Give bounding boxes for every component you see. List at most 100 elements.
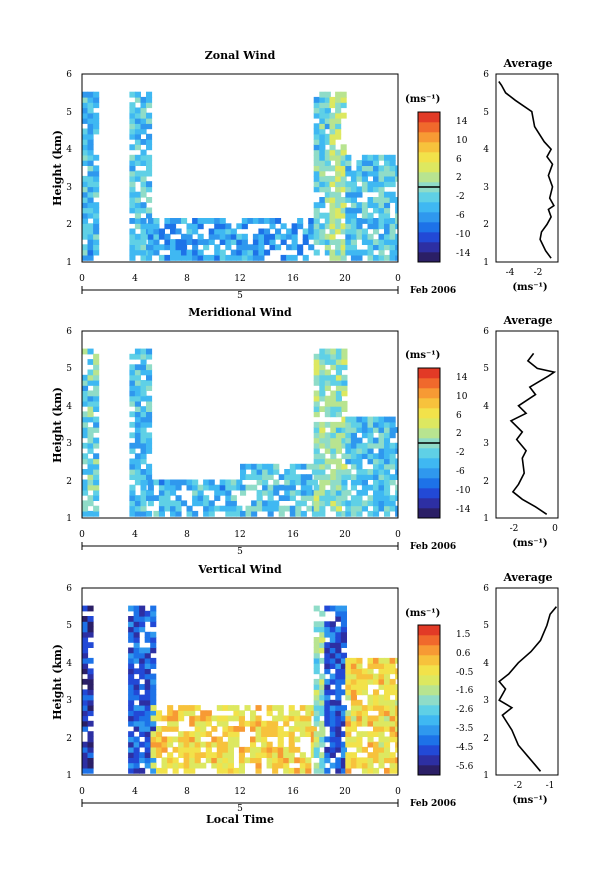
heatmap-cell	[216, 715, 223, 722]
heatmap-cell	[305, 710, 312, 717]
heatmap-cell	[335, 186, 342, 193]
heatmap-cell	[389, 191, 396, 198]
heatmap-cell	[329, 752, 336, 758]
heatmap-cell	[288, 715, 295, 722]
heatmap-cell	[82, 385, 89, 391]
heatmap-cell	[272, 715, 279, 722]
heatmap-cell	[319, 762, 326, 769]
heatmap-cell	[356, 228, 363, 235]
heatmap-frame	[81, 330, 399, 519]
heatmap-cell	[319, 181, 326, 188]
heatmap-cell	[319, 123, 326, 130]
heatmap-cell	[140, 500, 147, 507]
heatmap-cell	[299, 757, 306, 764]
heatmap-cell	[129, 484, 136, 491]
heatmap-cell	[306, 463, 313, 470]
heatmap-cell	[324, 223, 331, 230]
heatmap-cell	[367, 500, 374, 507]
heatmap-cell	[329, 154, 336, 161]
heatmap-cell	[373, 752, 380, 758]
heatmap-cell	[192, 218, 199, 224]
heatmap-cell	[146, 432, 153, 439]
heatmap-cell	[378, 469, 385, 475]
heatmap-cell	[289, 479, 296, 486]
heatmap-cell	[146, 364, 153, 371]
heatmap-cell	[146, 448, 153, 454]
heatmap-cell	[384, 427, 391, 433]
heatmap-cell	[134, 421, 141, 428]
heatmap-cell	[299, 720, 306, 727]
heatmap-cell	[129, 128, 136, 135]
heatmap-cell	[335, 102, 342, 109]
heatmap-cell	[133, 652, 140, 659]
heatmap-cell	[129, 369, 136, 376]
heatmap-cell	[294, 720, 301, 727]
heatmap-cell	[356, 469, 363, 475]
heatmap-cell	[236, 239, 243, 245]
heatmap-cell	[324, 165, 331, 172]
heatmap-cell	[384, 746, 391, 753]
heatmap-cell	[225, 489, 232, 496]
heatmap-cell	[335, 463, 342, 470]
heatmap-cell	[395, 736, 398, 743]
heatmap-cell	[87, 181, 94, 188]
heatmap-cell	[289, 505, 296, 512]
heatmap-cell	[324, 668, 331, 675]
heatmap-cell	[87, 469, 94, 475]
heatmap-cell	[158, 505, 165, 512]
heatmap-cell	[378, 484, 385, 491]
heatmap-cell	[139, 652, 146, 659]
x-tick-label: 0	[79, 530, 85, 540]
heatmap-cell	[361, 720, 368, 727]
colorbar-swatch	[418, 428, 440, 439]
heatmap-cell	[395, 244, 398, 251]
heatmap-cell	[87, 448, 94, 454]
heatmap-cell	[319, 432, 326, 439]
heatmap-cell	[267, 510, 274, 517]
heatmap-cell	[329, 165, 336, 172]
heatmap-cell	[87, 91, 94, 98]
heatmap-cell	[384, 239, 391, 245]
heatmap-cell	[134, 96, 141, 103]
heatmap-cell	[329, 726, 336, 732]
heatmap-cell	[330, 395, 337, 402]
heatmap-cell	[340, 762, 347, 769]
heatmap-cell	[203, 500, 210, 507]
heatmap-cell	[134, 432, 141, 439]
heatmap-cell	[241, 244, 248, 251]
heatmap-cell	[324, 249, 331, 256]
heatmap-cell	[140, 390, 147, 397]
heatmap-cell	[175, 495, 182, 501]
heatmap-cell	[378, 207, 385, 214]
heatmap-cell	[378, 154, 385, 161]
heatmap-cell	[93, 170, 100, 177]
heatmap-cell	[324, 133, 331, 140]
heatmap-cell	[373, 458, 380, 465]
heatmap-cell	[87, 437, 94, 444]
heatmap-cell	[140, 175, 147, 182]
heatmap-cell	[395, 427, 398, 433]
heatmap-cell	[299, 762, 306, 769]
heatmap-cell	[133, 605, 140, 612]
heatmap-cell	[208, 484, 215, 491]
heatmap-cell	[329, 736, 336, 743]
heatmap-cell	[389, 197, 396, 203]
heatmap-cell	[189, 741, 196, 748]
heatmap-cell	[146, 348, 153, 355]
heatmap-cell	[356, 479, 363, 486]
heatmap-cell	[299, 731, 306, 737]
heatmap-cell	[146, 91, 153, 98]
heatmap-cell	[82, 427, 89, 433]
heatmap-cell	[146, 437, 153, 444]
heatmap-cell	[278, 474, 285, 480]
heatmap-cell	[255, 757, 262, 764]
heatmap-cell	[197, 239, 204, 245]
heatmap-cell	[164, 244, 171, 251]
heatmap-cell	[214, 484, 221, 491]
heatmap-cell	[313, 684, 320, 690]
heatmap-cell	[219, 479, 226, 486]
heatmap-cell	[340, 673, 347, 680]
heatmap-cell	[134, 207, 141, 214]
heatmap-cell	[150, 731, 157, 737]
heatmap-cell	[341, 385, 348, 391]
